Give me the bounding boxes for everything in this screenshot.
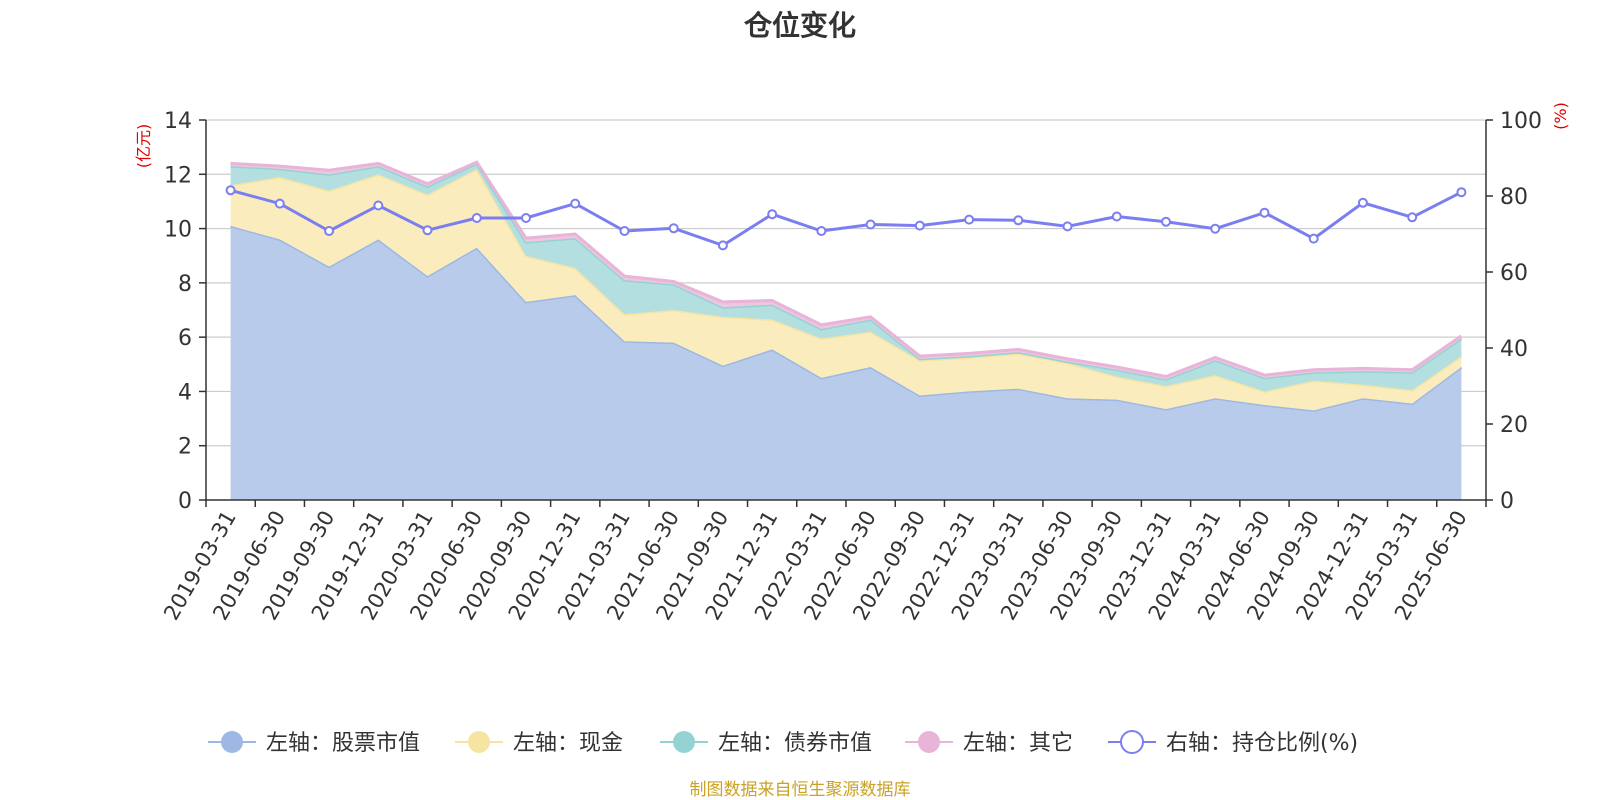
- left-tick-label: 14: [164, 109, 192, 134]
- left-tick-label: 12: [164, 163, 192, 188]
- ratio-point: [717, 240, 728, 251]
- ratio-point: [373, 200, 384, 211]
- ratio-point: [619, 226, 630, 236]
- ratio-point: [471, 213, 482, 223]
- right-tick-label: 80: [1500, 185, 1528, 210]
- ratio-point: [1062, 221, 1073, 232]
- legend-item: 左轴：债券市值: [660, 731, 872, 756]
- left-tick-label: 0: [178, 489, 192, 514]
- chart-title: 仓位变化: [743, 9, 856, 42]
- legend-item: 左轴：股票市值: [208, 731, 420, 756]
- ratio-point: [816, 226, 827, 236]
- ratio-point: [964, 214, 975, 225]
- area-edge-左轴：其它: [230, 160, 1463, 379]
- legend-marker: [673, 731, 695, 753]
- left-tick-label: 4: [178, 380, 192, 405]
- right-tick-label: 0: [1500, 489, 1514, 514]
- left-tick-label: 6: [178, 326, 192, 351]
- right-tick-label: 100: [1500, 109, 1542, 134]
- stacked-areas: [230, 160, 1463, 500]
- ratio-point: [521, 213, 531, 223]
- area-左轴：股票市值: [230, 225, 1462, 500]
- ratio-point: [274, 198, 285, 209]
- ratio-point: [1456, 187, 1467, 198]
- ratio-point: [1259, 207, 1270, 218]
- ratio-point: [570, 198, 581, 209]
- legend-item: 左轴：现金: [455, 731, 623, 756]
- ratio-point: [1210, 223, 1221, 234]
- ratio-point: [1308, 233, 1319, 244]
- legend-marker: [1120, 730, 1144, 754]
- legend-marker: [468, 731, 490, 753]
- ratio-point: [1161, 216, 1171, 227]
- legend-marker: [918, 731, 940, 753]
- right-tick-label: 40: [1500, 337, 1528, 362]
- legend-label: 左轴：债券市值: [718, 731, 872, 756]
- area-左轴：现金: [230, 168, 1462, 411]
- right-tick-label: 60: [1500, 261, 1528, 286]
- right-tick-label: 20: [1500, 413, 1528, 438]
- legend: 左轴：股票市值 左轴：现金 左轴：债券市值 左轴：其它 右轴：持仓比例(%): [208, 730, 1358, 756]
- left-tick-label: 8: [178, 272, 192, 297]
- left-tick-label: 10: [164, 218, 192, 243]
- left-tick-label: 2: [178, 435, 192, 460]
- legend-item: 左轴：其它: [905, 731, 1073, 756]
- ratio-point: [668, 223, 679, 234]
- ratio-point: [1357, 197, 1368, 208]
- legend-label: 左轴：其它: [963, 731, 1073, 756]
- ratio-point: [914, 220, 925, 231]
- ratio-line: [230, 188, 1463, 248]
- right-axis-unit: (%): [1551, 102, 1570, 130]
- left-axis-unit: (亿元): [134, 124, 153, 169]
- legend-label: 右轴：持仓比例(%): [1166, 731, 1358, 756]
- legend-label: 左轴：股票市值: [266, 731, 420, 756]
- holding-ratio-line: [225, 185, 1467, 251]
- legend-marker: [221, 731, 243, 753]
- legend-item: 右轴：持仓比例(%): [1108, 730, 1358, 756]
- ratio-point: [225, 185, 236, 196]
- ratio-point: [324, 226, 335, 236]
- ratio-point: [422, 225, 433, 236]
- source-note: 制图数据来自恒生聚源数据库: [689, 780, 911, 800]
- ratio-point: [865, 219, 876, 230]
- legend-label: 左轴：现金: [513, 731, 623, 756]
- ratio-point: [767, 209, 778, 220]
- ratio-point: [1013, 215, 1024, 226]
- ratio-point: [1407, 212, 1418, 223]
- ratio-point: [1111, 211, 1122, 222]
